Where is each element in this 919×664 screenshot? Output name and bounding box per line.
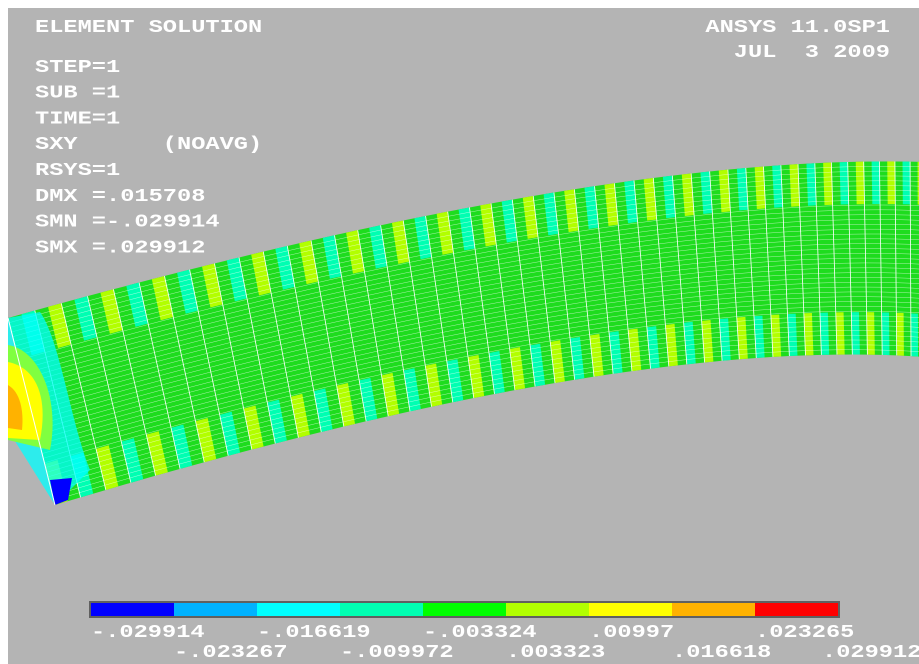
legend-swatch	[423, 603, 506, 616]
program: ANSYS 11.0SP1	[705, 18, 890, 38]
stripe	[903, 162, 911, 205]
stripe	[882, 312, 890, 355]
legend-label: .016618	[672, 643, 771, 663]
screen: ELEMENT SOLUTION ANSYS 11.0SP1 JUL 3 200…	[0, 0, 919, 664]
legend-swatch	[506, 603, 589, 616]
legend-swatch	[257, 603, 340, 616]
legend-label: -.023267	[174, 643, 288, 663]
info-line: SXY (NOAVG)	[35, 135, 262, 155]
legend-label: .029912	[822, 643, 919, 663]
legend-label: .003323	[506, 643, 605, 663]
legend-swatch	[672, 603, 755, 616]
legend-swatch	[340, 603, 423, 616]
stripe	[911, 313, 918, 356]
stripe	[887, 161, 895, 204]
legend-swatch	[91, 603, 174, 616]
info-line: TIME=1	[35, 109, 120, 129]
stripe	[872, 161, 880, 204]
stripe	[896, 313, 904, 356]
stripe	[851, 312, 860, 354]
stripe	[856, 162, 865, 205]
stripe	[867, 312, 875, 355]
legend-label: -.016619	[257, 623, 371, 643]
date: JUL 3 2009	[734, 43, 890, 63]
legend-label: .00997	[589, 623, 674, 643]
legend-swatch	[589, 603, 672, 616]
legend-label: -.009972	[340, 643, 454, 663]
info-line: RSYS=1	[35, 161, 120, 181]
legend-swatch	[174, 603, 257, 616]
info-line: SMX =.029912	[35, 238, 205, 258]
info-line: DMX =.015708	[35, 187, 205, 207]
info-line: SMN =-.029914	[35, 213, 220, 233]
title: ELEMENT SOLUTION	[35, 18, 262, 38]
legend-swatch	[755, 603, 838, 616]
legend-label: -.029914	[91, 623, 205, 643]
info-line: SUB =1	[35, 84, 120, 104]
legend-label: .023265	[755, 623, 854, 643]
stripe	[840, 162, 849, 205]
legend-label: -.003324	[423, 623, 537, 643]
info-line: STEP=1	[35, 58, 120, 78]
